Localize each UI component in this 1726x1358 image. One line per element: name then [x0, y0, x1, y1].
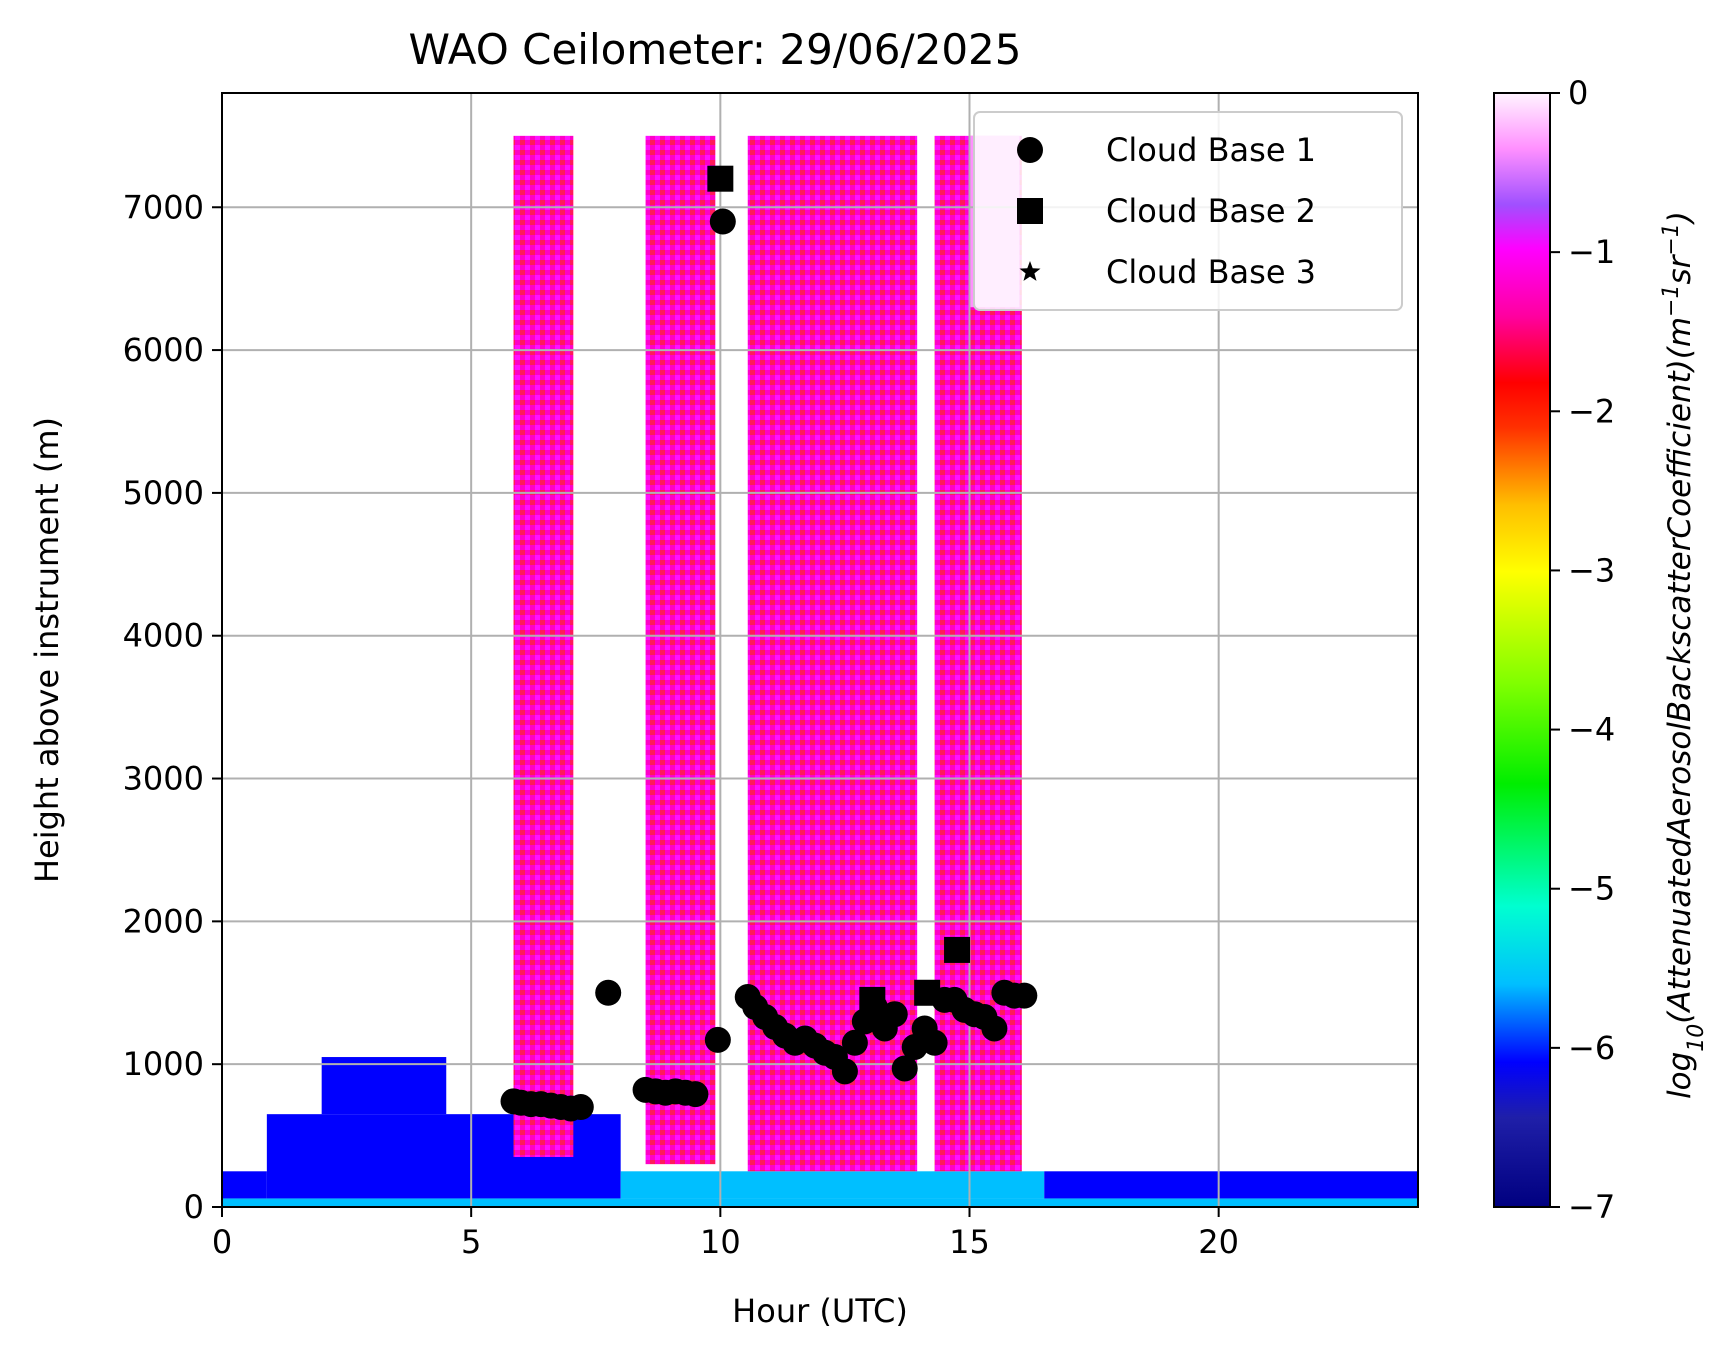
- plot-frame: [221, 92, 1419, 1208]
- cloud-base-point: [595, 979, 622, 1006]
- y-tick-label: 7000: [123, 188, 204, 226]
- backscatter-region: [222, 1171, 267, 1199]
- x-tick-label: 15: [949, 1223, 990, 1261]
- backscatter-region: [222, 1198, 1418, 1207]
- legend-label: Cloud Base 1: [1106, 131, 1316, 169]
- backscatter-region: [513, 135, 574, 1158]
- cloud-base-point: [831, 1058, 858, 1085]
- y-tick-label: 0: [184, 1188, 204, 1226]
- x-axis-label: Hour (UTC): [732, 1292, 908, 1330]
- x-axis-ticks: 0 5 10 15 20: [212, 1207, 1239, 1261]
- cloud-base-point: [944, 936, 971, 963]
- backscatter-region: [620, 1171, 1045, 1199]
- y-tick-label: 4000: [123, 617, 204, 655]
- colorbar-tick-label: −6: [1568, 1029, 1615, 1067]
- x-tick-label: 20: [1198, 1223, 1239, 1261]
- y-tick-label: 6000: [123, 331, 204, 369]
- colorbar-tick-label: −1: [1568, 233, 1615, 271]
- x-tick-label: 10: [700, 1223, 741, 1261]
- colorbar-tick-label: −2: [1568, 392, 1615, 430]
- colorbar-tick-label: −5: [1568, 870, 1615, 908]
- cloud-base-point: [981, 1015, 1008, 1042]
- legend-label: Cloud Base 2: [1106, 192, 1316, 230]
- cloud-base-point: [709, 208, 736, 235]
- y-axis-label: Height above instrument (m): [28, 417, 66, 883]
- backscatter-region: [645, 135, 716, 1165]
- cloud-base-point: [891, 1055, 918, 1082]
- legend-label: Cloud Base 3: [1106, 253, 1316, 291]
- colorbar: 0 −1 −2 −3 −4 −5 −6 −7 log10(AttenuatedAerosolB…: [1493, 74, 1709, 1226]
- cloud-base-point: [567, 1094, 594, 1121]
- x-tick-label: 0: [212, 1223, 232, 1261]
- backscatter-region: [321, 1057, 447, 1115]
- chart-title: WAO Ceilometer: 29/06/2025: [409, 25, 1022, 74]
- cloud-base-point: [707, 165, 734, 192]
- legend-marker: [1019, 261, 1041, 281]
- colorbar-label: log10(AttenuatedAerosolBackscatterCoeffi…: [1659, 211, 1709, 1099]
- y-tick-label: 5000: [123, 474, 204, 512]
- legend-marker: [1017, 198, 1043, 224]
- colorbar-gradient: [1493, 92, 1551, 1208]
- cloud-base-point: [859, 986, 886, 1013]
- colorbar-tick-label: −7: [1568, 1188, 1615, 1226]
- cloud-base-markers: [500, 165, 1038, 1122]
- y-tick-label: 3000: [123, 760, 204, 798]
- y-tick-label: 2000: [123, 902, 204, 940]
- cloud-base-point: [704, 1026, 731, 1053]
- colorbar-tick-label: −4: [1568, 711, 1615, 749]
- backscatter-region: [747, 135, 918, 1172]
- cloud-base-point: [881, 1001, 908, 1028]
- cloud-base-point: [841, 1029, 868, 1056]
- legend: Cloud Base 1 Cloud Base 2 Cloud Base 3: [973, 111, 1403, 311]
- y-tick-label: 1000: [123, 1045, 204, 1083]
- cloud-base-point: [914, 979, 941, 1006]
- x-tick-label: 5: [461, 1223, 481, 1261]
- legend-marker: [1017, 137, 1043, 163]
- cloud-base-point: [682, 1081, 709, 1108]
- colorbar-tick-label: −3: [1568, 551, 1615, 589]
- cloud-base-point: [1011, 982, 1038, 1009]
- backscatter-region: [1044, 1171, 1418, 1199]
- cloud-base-point: [921, 1029, 948, 1056]
- colorbar-tick-label: 0: [1568, 74, 1588, 112]
- y-axis-ticks: 0 1000 2000 3000 4000 5000 6000 7000: [123, 188, 222, 1226]
- legend-box: [973, 111, 1403, 311]
